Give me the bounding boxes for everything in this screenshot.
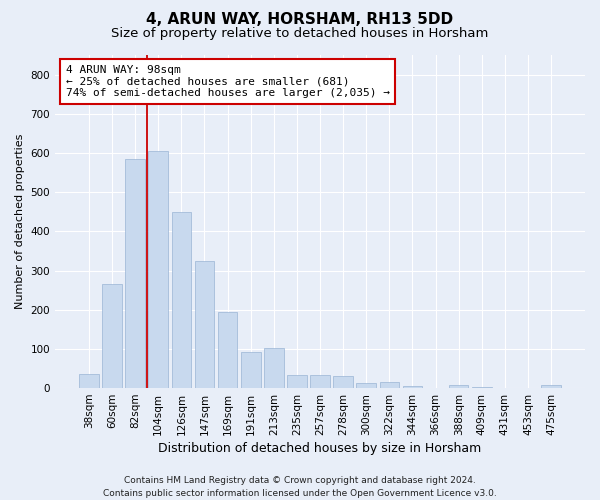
Bar	[264, 348, 284, 388]
Bar	[472, 387, 491, 388]
Bar	[194, 260, 214, 388]
Bar	[356, 384, 376, 388]
Bar	[218, 312, 238, 388]
Bar	[172, 212, 191, 388]
Y-axis label: Number of detached properties: Number of detached properties	[15, 134, 25, 309]
Text: 4, ARUN WAY, HORSHAM, RH13 5DD: 4, ARUN WAY, HORSHAM, RH13 5DD	[146, 12, 454, 28]
Bar	[403, 386, 422, 388]
Bar	[334, 376, 353, 388]
Text: Contains HM Land Registry data © Crown copyright and database right 2024.
Contai: Contains HM Land Registry data © Crown c…	[103, 476, 497, 498]
Bar	[380, 382, 399, 388]
Bar	[449, 385, 469, 388]
Bar	[125, 159, 145, 388]
Text: Size of property relative to detached houses in Horsham: Size of property relative to detached ho…	[112, 28, 488, 40]
Bar	[148, 151, 168, 388]
Bar	[241, 352, 260, 388]
Bar	[287, 375, 307, 388]
Bar	[310, 375, 330, 388]
X-axis label: Distribution of detached houses by size in Horsham: Distribution of detached houses by size …	[158, 442, 482, 455]
Text: 4 ARUN WAY: 98sqm
← 25% of detached houses are smaller (681)
74% of semi-detache: 4 ARUN WAY: 98sqm ← 25% of detached hous…	[65, 65, 389, 98]
Bar	[79, 374, 99, 388]
Bar	[541, 385, 561, 388]
Bar	[102, 284, 122, 388]
